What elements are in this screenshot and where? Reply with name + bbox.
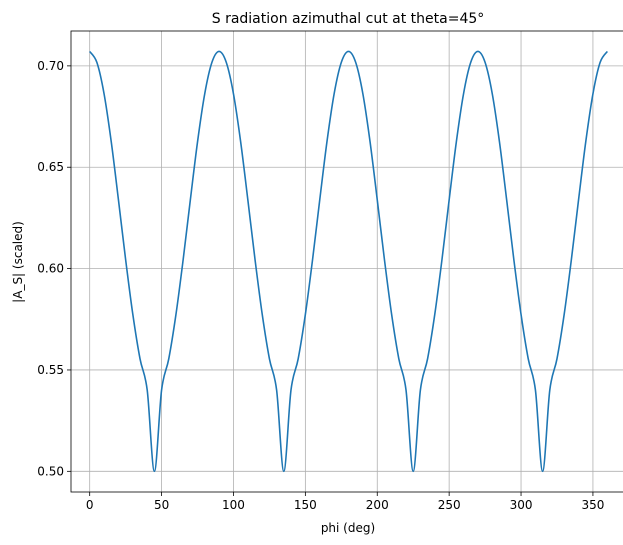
y-tick-label: 0.70 xyxy=(37,59,64,73)
series-line xyxy=(89,50,608,473)
grid xyxy=(71,31,623,492)
y-tick-label: 0.65 xyxy=(37,160,64,174)
x-tick-label: 250 xyxy=(438,498,461,512)
x-axis-label: phi (deg) xyxy=(321,521,375,535)
x-tick-label: 350 xyxy=(581,498,604,512)
x-tick-label: 150 xyxy=(294,498,317,512)
y-tick-label: 0.55 xyxy=(37,363,64,377)
chart-title: S radiation azimuthal cut at theta=45° xyxy=(212,11,485,27)
x-tick-label: 0 xyxy=(86,498,94,512)
x-tick-label: 100 xyxy=(222,498,245,512)
y-tick-label: 0.60 xyxy=(37,262,64,276)
axis-tick-labels: 0 50 100 150 200 250 300 350 0.50 0.55 0.60 0.65 0.7… xyxy=(37,59,604,512)
x-tick-label: 300 xyxy=(510,498,533,512)
plot-frame xyxy=(70,30,623,493)
y-axis-label: |A_S| (scaled) xyxy=(11,221,25,303)
y-tick-label: 0.50 xyxy=(37,464,64,478)
x-tick-label: 200 xyxy=(366,498,389,512)
x-tick-label: 50 xyxy=(154,498,169,512)
axis-ticks xyxy=(67,65,594,496)
